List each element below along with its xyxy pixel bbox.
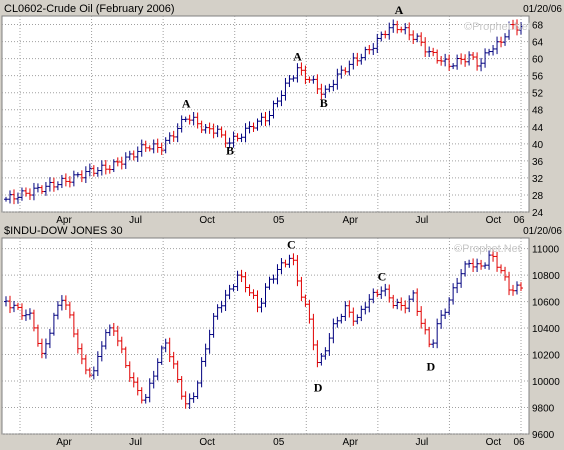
crude-oil-y-ticks: 24 28 32 36 40 44 48 52 56 60 64 68 <box>532 21 544 219</box>
crude-y-tick-label: 64 <box>532 38 544 49</box>
dow-watermark: ©Prophet.Net <box>454 243 521 255</box>
dow-plot-area <box>1 237 530 435</box>
dow-x-tick-label: Jul <box>415 437 428 448</box>
crude-x-tick-label: 05 <box>273 215 285 226</box>
dow-y-tick-label: 10600 <box>532 298 560 309</box>
dow-y-ticks: 9600 9800 10000 10200 10400 10600 10800 11000 <box>532 245 560 441</box>
dow-x-tick-label: 06 <box>513 437 525 448</box>
dow-bars <box>4 249 523 410</box>
dow-annotation-d: D <box>314 381 323 395</box>
dow-annotations: C D C D <box>287 238 436 395</box>
crude-oil-grid <box>2 16 529 213</box>
dow-y-tick-label: 10000 <box>532 377 560 388</box>
dow-date: 01/20/06 <box>523 226 562 237</box>
crude-annotation-b: B <box>226 143 234 157</box>
dow-x-tick-label: Oct <box>199 437 215 448</box>
crude-x-tick-label: Oct <box>486 215 502 226</box>
crude-x-tick-label: Apr <box>343 215 359 226</box>
crude-y-tick-label: 44 <box>532 123 544 134</box>
dow-annotation-d: D <box>427 359 436 373</box>
crude-y-tick-label: 56 <box>532 72 544 83</box>
crude-x-tick-label: Jul <box>415 215 428 226</box>
crude-oil-title: CL0602-Crude Oil (February 2006) <box>4 3 175 15</box>
crude-x-tick-label: Jul <box>129 215 142 226</box>
crude-y-tick-label: 24 <box>532 208 544 219</box>
crude-y-tick-label: 28 <box>532 191 544 202</box>
dow-x-tick-label: Oct <box>486 437 502 448</box>
dow-x-tick-label: Jul <box>129 437 142 448</box>
crude-y-tick-label: 48 <box>532 106 544 117</box>
crude-x-tick-label: Apr <box>56 215 72 226</box>
dow-y-tick-label: 9800 <box>532 404 555 415</box>
crude-y-tick-label: 32 <box>532 174 544 185</box>
crude-y-tick-label: 36 <box>532 157 544 168</box>
dow-annotation-c: C <box>378 269 387 283</box>
crude-oil-annotations: A B A B A <box>182 3 404 158</box>
dow-y-tick-label: 11000 <box>532 245 560 256</box>
dow-y-tick-label: 10800 <box>532 271 560 282</box>
crude-y-tick-label: 68 <box>532 21 544 32</box>
dow-x-tick-label: Apr <box>56 437 72 448</box>
dow-x-tick-label: 05 <box>273 437 285 448</box>
crude-y-tick-label: 52 <box>532 89 544 100</box>
dow-y-tick-label: 9600 <box>532 430 555 441</box>
crude-oil-date: 01/20/06 <box>523 4 562 15</box>
dow-x-tick-label: Apr <box>343 437 359 448</box>
dow-x-ticks: Apr Jul Oct 05 Apr Jul Oct 06 <box>56 437 525 448</box>
crude-x-tick-label: Oct <box>199 215 215 226</box>
crude-annotation-a: A <box>182 97 191 111</box>
crude-y-tick-label: 40 <box>532 140 544 151</box>
dow-y-tick-label: 10400 <box>532 324 560 335</box>
crude-annotation-a: A <box>293 50 302 64</box>
dow-annotation-c: C <box>287 238 296 252</box>
dow-title: $INDU-DOW JONES 30 <box>4 225 123 237</box>
crude-x-tick-label: 06 <box>513 215 525 226</box>
crude-oil-bars <box>4 19 523 205</box>
crude-oil-watermark: ©Prophet.Net <box>464 21 531 33</box>
crude-annotation-b: B <box>320 96 328 110</box>
crude-annotation-a: A <box>395 3 404 17</box>
crude-y-tick-label: 60 <box>532 55 544 66</box>
dow-grid <box>2 238 529 435</box>
dow-y-tick-label: 10200 <box>532 351 560 362</box>
crude-oil-x-ticks: Apr Jul Oct 05 Apr Jul Oct 06 <box>56 215 525 226</box>
